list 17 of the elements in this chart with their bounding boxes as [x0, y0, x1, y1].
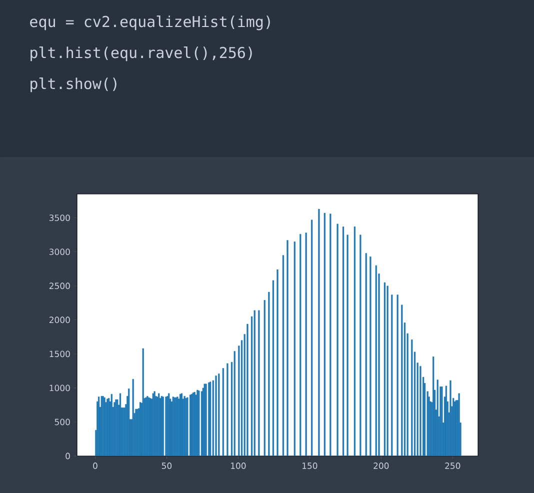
x-tick-label: 100: [231, 462, 246, 469]
text: plt.show(): [30, 78, 116, 92]
text: equ = cv2.equalizeHist(img): [30, 16, 270, 30]
y-tick-label: 1500: [50, 350, 70, 358]
text: plt.hist(equ.ravel(),256): [30, 46, 252, 62]
x-tick-label: 50: [162, 462, 172, 469]
y-tick-label: 1000: [50, 384, 70, 392]
y-tick-label: 3000: [49, 248, 70, 256]
y-tick-label: 3500: [49, 214, 70, 222]
x-tick-label: 250: [445, 462, 460, 469]
y-tick-label: 2000: [49, 316, 70, 324]
x-tick-label: 200: [374, 462, 389, 469]
y-tick-label: 2500: [49, 282, 70, 290]
y-tick-label: 500: [54, 418, 70, 426]
x-tick-label: 150: [302, 462, 318, 469]
x-tick-label: 0: [93, 462, 98, 469]
y-tick-label: 0: [66, 452, 70, 460]
